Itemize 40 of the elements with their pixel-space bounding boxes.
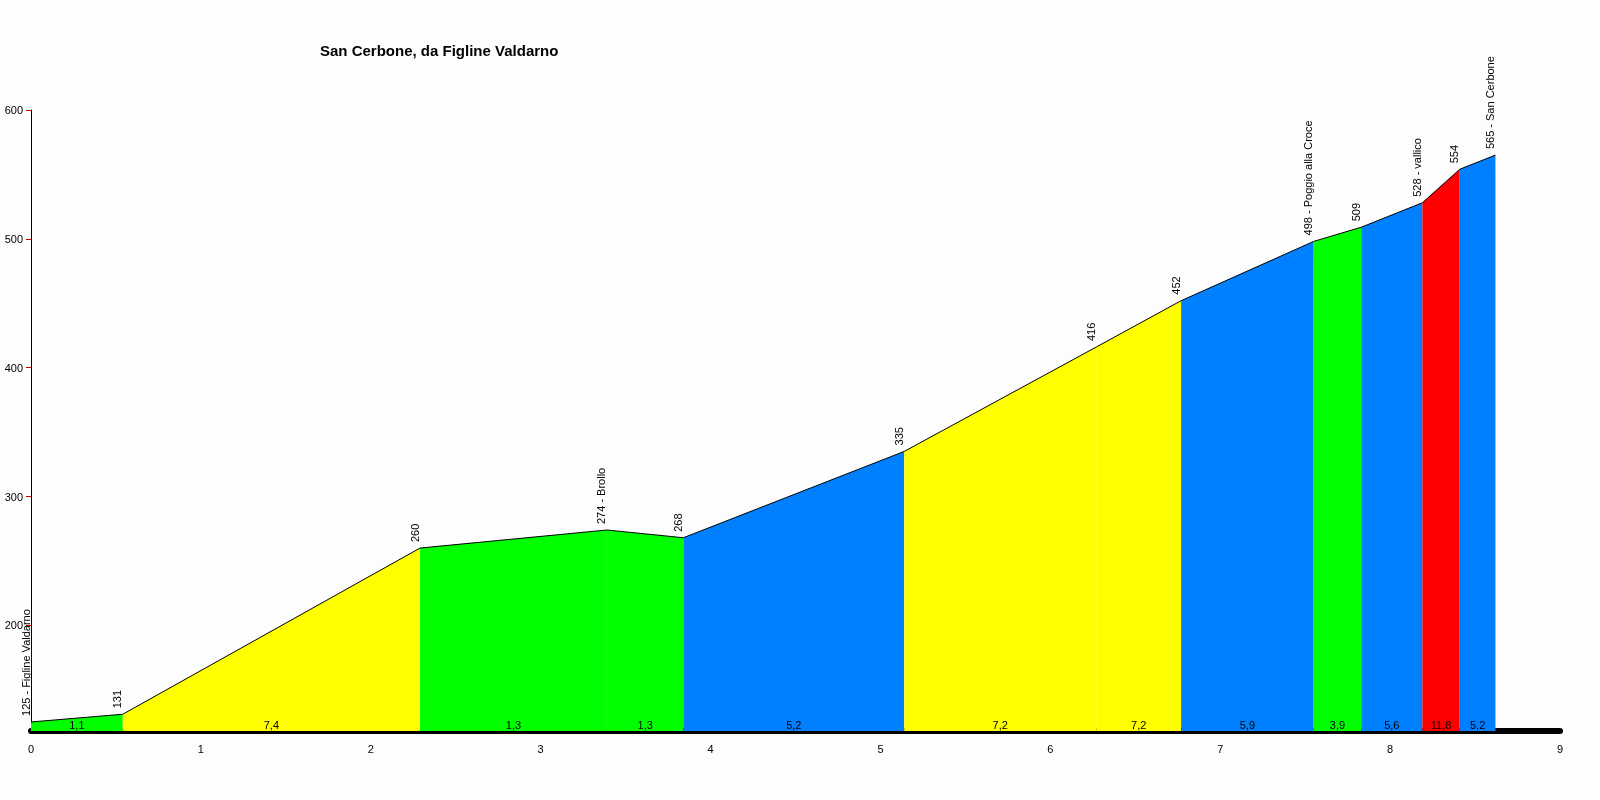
x-tick-label: 1 <box>197 742 204 755</box>
annotation: 416 <box>1084 322 1097 342</box>
chart-title: San Cerbone, da Figline Valdarno <box>320 42 559 59</box>
annotation: 452 <box>1169 276 1182 295</box>
series-label: 1,3 <box>505 718 522 731</box>
x-tick-label: 6 <box>1047 742 1054 755</box>
series-label: 5,2 <box>786 718 802 731</box>
x-tick-label: 9 <box>1556 742 1564 755</box>
annotation: 498 - Poggio alla Croce <box>1302 120 1315 236</box>
series-label: 5,9 <box>1239 718 1256 731</box>
x-tick-label: 8 <box>1387 742 1394 755</box>
annotation: 335 <box>892 427 905 446</box>
series-label: 7,2 <box>992 718 1008 731</box>
series-label: 7,4 <box>263 718 280 731</box>
annotation: 565 - San Cerbone <box>1483 56 1496 150</box>
series-label: 11,8 <box>1430 718 1452 731</box>
y-tick-label: 200 <box>4 619 23 632</box>
x-tick-label: 5 <box>877 742 884 755</box>
y-tick-label: 300 <box>4 490 23 503</box>
annotation: 260 <box>408 523 421 543</box>
series-label: 1,3 <box>637 718 653 731</box>
x-tick-label: 3 <box>537 742 544 755</box>
series-label: 1,1 <box>69 718 85 731</box>
series-label: 3,9 <box>1329 718 1346 731</box>
y-tick-label: 600 <box>4 104 23 116</box>
y-tick-label: 400 <box>4 361 23 374</box>
annotation: 554 <box>1448 144 1461 164</box>
annotation: 509 <box>1349 202 1362 222</box>
x-tick-label: 0 <box>27 742 35 755</box>
annotation: 131 <box>111 689 124 709</box>
x-tick-label: 7 <box>1217 742 1224 755</box>
x-tick-label: 4 <box>707 742 714 755</box>
series-label: 5,2 <box>1469 718 1486 731</box>
annotation: 528 - vallico <box>1410 138 1423 197</box>
y-tick-label: 500 <box>4 232 23 245</box>
annotation: 268 <box>671 513 684 532</box>
series-label: 7,2 <box>1131 718 1147 731</box>
x-tick-label: 2 <box>367 742 374 755</box>
series-label: 5,6 <box>1384 718 1400 731</box>
annotation: 274 - Brollo <box>595 467 608 525</box>
